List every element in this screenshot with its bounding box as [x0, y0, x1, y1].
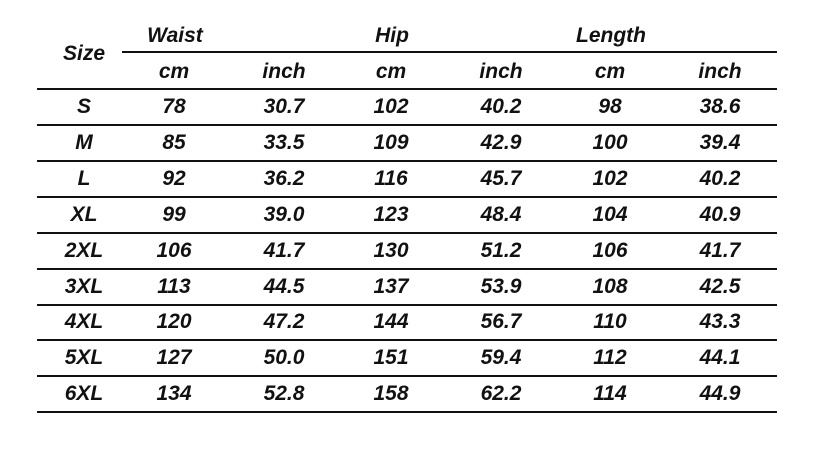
measurement-cell: 114: [593, 382, 627, 406]
measurement-cell: 112: [593, 346, 627, 370]
measurement-cell: 123: [373, 202, 409, 226]
size-cell: M: [75, 130, 93, 154]
measurement-cell: 130: [373, 238, 409, 262]
row-divider: [37, 304, 777, 306]
unit-header: inch: [698, 60, 742, 83]
measurement-cell: 30.7: [263, 95, 305, 118]
unit-header: cm: [594, 60, 626, 83]
row-divider: [37, 160, 777, 162]
measurement-cell: 52.8: [263, 382, 305, 406]
measurement-cell: 43.3: [699, 310, 741, 334]
measurement-cell: 144: [373, 310, 409, 334]
unit-header: cm: [158, 60, 190, 83]
measurement-cell: 42.9: [480, 130, 522, 154]
measurement-cell: 104: [592, 202, 628, 226]
measurement-cell: 137: [373, 274, 409, 298]
row-divider: [37, 268, 777, 270]
size-cell: 6XL: [64, 382, 104, 406]
measurement-cell: 106: [592, 238, 628, 262]
size-cell: 3XL: [64, 274, 104, 298]
group-header: Length: [576, 24, 646, 47]
row-divider: [37, 124, 777, 126]
row-divider: [37, 339, 777, 341]
header-divider: [37, 88, 777, 90]
measurement-cell: 106: [156, 238, 192, 262]
measurement-cell: 78: [162, 95, 186, 118]
measurement-cell: 85: [162, 130, 186, 154]
measurement-cell: 151: [373, 346, 409, 370]
unit-header: inch: [262, 60, 306, 83]
measurement-cell: 98: [598, 95, 622, 118]
measurement-cell: 110: [593, 310, 627, 334]
measurement-cell: 99: [162, 202, 186, 226]
measurement-cell: 40.2: [699, 166, 741, 190]
group-header: Hip: [375, 24, 409, 47]
measurement-cell: 44.9: [699, 382, 741, 406]
measurement-cell: 47.2: [263, 310, 305, 334]
measurement-cell: 42.5: [699, 274, 741, 298]
size-cell: 2XL: [64, 238, 104, 262]
measurement-cell: 109: [373, 130, 409, 154]
row-divider: [37, 232, 777, 234]
measurement-cell: 62.2: [480, 382, 522, 406]
group-divider: [122, 51, 777, 53]
measurement-cell: 100: [592, 130, 628, 154]
measurement-cell: 40.9: [699, 202, 741, 226]
measurement-cell: 38.6: [699, 95, 741, 118]
measurement-cell: 44.1: [699, 346, 741, 370]
row-divider: [37, 196, 777, 198]
measurement-cell: 116: [374, 166, 408, 190]
measurement-cell: 56.7: [480, 310, 522, 334]
size-cell: XL: [70, 202, 98, 226]
measurement-cell: 158: [373, 382, 409, 406]
measurement-cell: 53.9: [480, 274, 522, 298]
measurement-cell: 50.0: [263, 346, 305, 370]
unit-header: cm: [375, 60, 407, 83]
measurement-cell: 40.2: [480, 95, 522, 118]
row-divider: [37, 411, 777, 413]
size-cell: S: [76, 95, 91, 118]
measurement-cell: 120: [156, 310, 192, 334]
measurement-cell: 44.5: [263, 274, 305, 298]
measurement-cell: 39.0: [263, 202, 305, 226]
measurement-cell: 36.2: [263, 166, 305, 190]
measurement-cell: 92: [162, 166, 186, 190]
measurement-cell: 102: [373, 95, 409, 118]
measurement-cell: 59.4: [480, 346, 522, 370]
measurement-cell: 39.4: [699, 130, 741, 154]
measurement-cell: 48.4: [480, 202, 522, 226]
group-header: Waist: [147, 24, 203, 47]
measurement-cell: 134: [156, 382, 192, 406]
measurement-cell: 51.2: [480, 238, 522, 262]
size-cell: 5XL: [64, 346, 104, 370]
unit-header: inch: [479, 60, 523, 83]
measurement-cell: 108: [592, 274, 628, 298]
size-header: Size: [62, 42, 106, 65]
row-divider: [37, 375, 777, 377]
size-cell: L: [77, 166, 91, 190]
size-cell: 4XL: [64, 310, 104, 334]
measurement-cell: 33.5: [263, 130, 305, 154]
measurement-cell: 113: [157, 274, 191, 298]
measurement-cell: 127: [156, 346, 192, 370]
measurement-cell: 41.7: [699, 238, 741, 262]
measurement-cell: 45.7: [480, 166, 522, 190]
measurement-cell: 41.7: [263, 238, 305, 262]
measurement-cell: 102: [592, 166, 628, 190]
